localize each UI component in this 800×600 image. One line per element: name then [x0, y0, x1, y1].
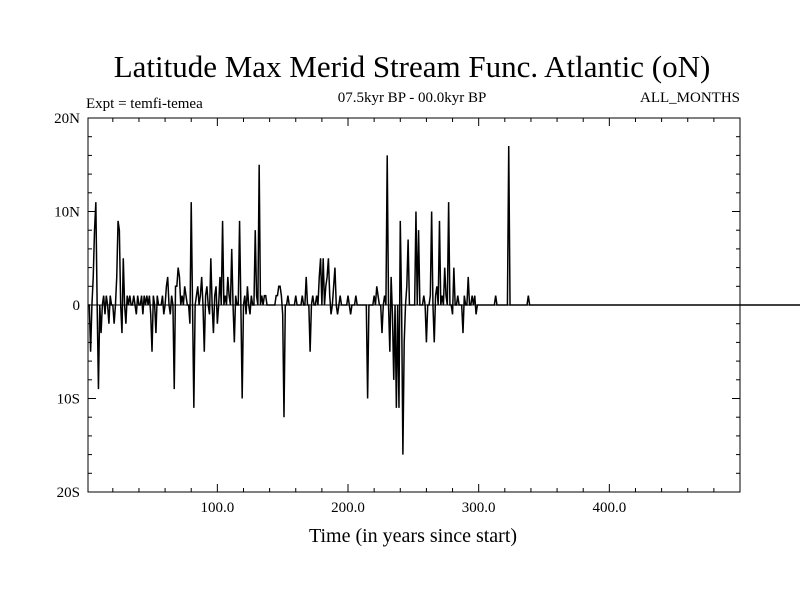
y-tick-label: 0: [73, 298, 81, 314]
x-tick-label: 200.0: [331, 500, 365, 516]
x-tick-label: 300.0: [462, 500, 496, 516]
y-tick-label: 10N: [54, 205, 80, 221]
plot-area: 20S 10S 0 10N 20N 100.0 200.0 300.0 400.0: [54, 111, 800, 516]
x-tick-label: 400.0: [592, 500, 626, 516]
y-tick-label: 10S: [57, 392, 80, 408]
subtitle-right: ALL_MONTHS: [640, 90, 740, 106]
subtitle-left: Expt = temfi-temea: [86, 96, 203, 112]
x-axis-label: Time (in years since start): [309, 525, 517, 547]
y-tick-label: 20N: [54, 111, 80, 127]
chart-title: Latitude Max Merid Stream Func. Atlantic…: [114, 49, 711, 84]
series-line: [88, 146, 800, 455]
y-tick-label: 20S: [57, 485, 80, 501]
subtitle-center: 07.5kyr BP - 00.0kyr BP: [338, 90, 487, 106]
x-tick-label: 100.0: [200, 500, 234, 516]
